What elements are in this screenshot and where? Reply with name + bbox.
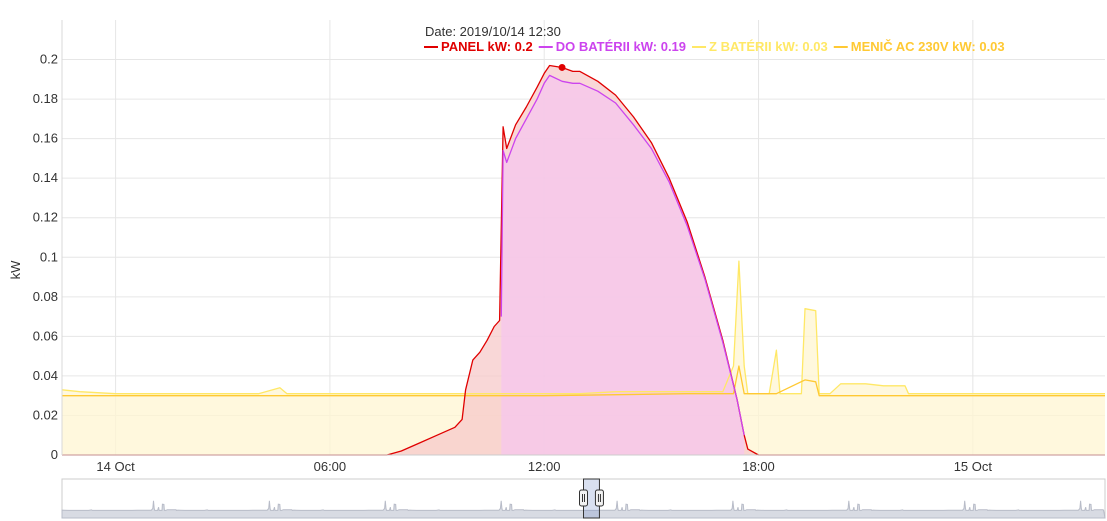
legend-item-do-baterii[interactable]: DO BATÉRII kW: 0.19: [538, 39, 686, 54]
area-do-baterii: [501, 75, 745, 456]
y-tick-label: 0.08: [33, 289, 58, 304]
x-tick-label: 12:00: [528, 459, 561, 474]
legend-item-menic-ac-230v[interactable]: MENIČ AC 230V kW: 0.03: [833, 39, 1005, 54]
x-tick-label: 15 Oct: [954, 459, 993, 474]
y-tick-label: 0.06: [33, 328, 58, 343]
series-lines: [61, 64, 1105, 456]
x-tick-label: 06:00: [314, 459, 347, 474]
legend-label: MENIČ AC 230V kW: 0.03: [851, 39, 1005, 54]
line-z-baterii: [61, 260, 1105, 395]
hover-marker: [558, 63, 566, 71]
navigator-series: [61, 500, 1106, 519]
axes: 0 0.02 0.04 0.06 0.08 0.1 0.12 0.14 0.16 0.18 0.2 1…: [33, 20, 1105, 474]
area-z-baterii: [62, 261, 1105, 455]
legend[interactable]: PANEL kW: 0.2 DO BATÉRII kW: 0.19 Z BATÉRI…: [424, 39, 1005, 54]
y-tick-label: 0.18: [33, 91, 58, 106]
y-tick-label: 0.02: [33, 407, 58, 422]
y-tick-label: 0.12: [33, 210, 58, 225]
x-tick-label: 18:00: [742, 459, 775, 474]
legend-item-z-baterii[interactable]: Z BATÉRII kW: 0.03: [692, 39, 828, 54]
tooltip-date: Date: 2019/10/14 12:30: [425, 24, 561, 39]
line-menic-ac-230v: [62, 365, 1105, 397]
legend-label: Z BATÉRII kW: 0.03: [709, 39, 828, 54]
y-tick-label: 0.1: [40, 249, 58, 264]
series-areas: [62, 65, 1105, 456]
y-tick-label: 0.14: [33, 170, 58, 185]
legend-label: DO BATÉRII kW: 0.19: [556, 39, 686, 54]
navigator-handle-right[interactable]: [594, 489, 604, 507]
y-tick-label: 0.2: [40, 52, 58, 67]
x-tick-label: 14 Oct: [96, 459, 135, 474]
y-axis-title: kW: [8, 260, 23, 280]
y-tick-label: 0: [51, 447, 58, 462]
line-do-baterii: [500, 74, 745, 436]
hover-point: [558, 63, 566, 71]
navigator-handle-left[interactable]: [579, 489, 588, 507]
y-tick-label: 0.04: [33, 368, 58, 383]
navigator[interactable]: [61, 478, 1106, 519]
legend-item-panel[interactable]: PANEL kW: 0.2: [424, 39, 533, 54]
legend-label: PANEL kW: 0.2: [441, 39, 533, 54]
y-tick-label: 0.16: [33, 131, 58, 146]
